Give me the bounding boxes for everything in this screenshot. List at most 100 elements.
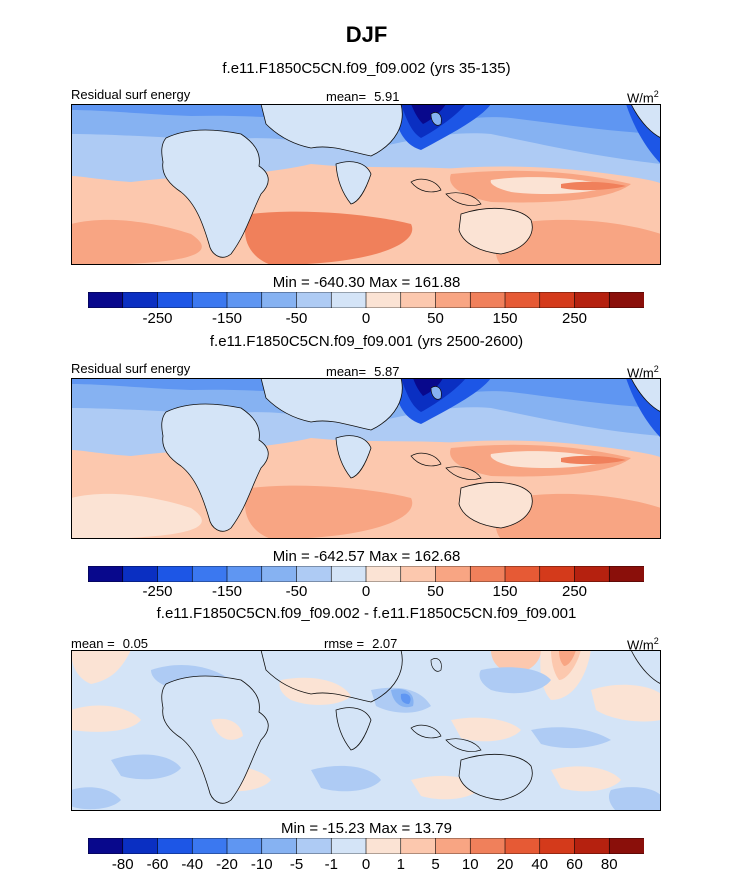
colorbar-tick-label: -10 (250, 856, 273, 873)
colorbar-swatch (365, 292, 402, 308)
panel-2-minmax: Min = -642.57 Max = 162.68 (272, 548, 461, 565)
colorbar-swatch (400, 292, 437, 308)
colorbar-swatch (122, 838, 159, 854)
colorbar-swatch (122, 566, 159, 582)
colorbar-swatch (435, 838, 472, 854)
colorbar-swatch (296, 838, 333, 854)
colorbar-swatch (608, 566, 644, 582)
colorbar-swatch (469, 838, 506, 854)
colorbar-tick-label: -250 (142, 583, 173, 600)
colorbar-swatch (469, 566, 506, 582)
panel-1-mean-label: mean= 5.91 (326, 89, 400, 104)
colorbar-swatch (88, 838, 124, 854)
panel-2-mean-label: mean= 5.87 (326, 364, 400, 379)
panel-3-map (71, 650, 661, 811)
colorbar-tick-label: -1 (324, 856, 338, 873)
colorbar-tick-label: -20 (216, 856, 238, 873)
colorbar-tick-label: -40 (181, 856, 204, 873)
panel-1-colorbar (88, 292, 644, 308)
colorbar-swatch (504, 292, 541, 308)
colorbar-tick-label: 5 (431, 856, 440, 873)
colorbar-swatch (296, 566, 333, 582)
colorbar-tick-label: -50 (285, 583, 308, 600)
panel-1-colorbar-swatches (88, 292, 644, 308)
colorbar-swatch (296, 292, 333, 308)
colorbar-swatch (157, 838, 194, 854)
colorbar-tick-label: 50 (427, 310, 444, 327)
colorbar-tick-label: -80 (111, 856, 134, 873)
colorbar-swatch (574, 292, 611, 308)
colorbar-tick-label: 40 (531, 856, 549, 873)
colorbar-swatch (261, 292, 298, 308)
colorbar-swatch (539, 838, 576, 854)
colorbar-tick-label: 0 (361, 310, 371, 327)
colorbar-tick-label: 80 (600, 856, 618, 873)
colorbar-tick-label: 0 (361, 583, 371, 600)
colorbar-tick-label: 250 (561, 583, 588, 600)
colorbar-swatch (574, 566, 611, 582)
panel-3-units: W/m2 (627, 636, 659, 653)
panel-3-colorbar-swatches (88, 838, 644, 854)
colorbar-swatch (365, 566, 402, 582)
panel-1-subtitle: f.e11.F1850C5CN.f09_f09.002 (yrs 35-135) (222, 60, 511, 77)
colorbar-swatch (330, 292, 367, 308)
panel-2-colorbar-ticks: -250 -150 -50 0 50 150 250 (88, 583, 644, 601)
panel-2-subtitle: f.e11.F1850C5CN.f09_f09.001 (yrs 2500-26… (209, 333, 524, 350)
panel-3-rmse-label: rmse = 2.07 (324, 636, 398, 651)
colorbar-swatch (574, 838, 611, 854)
panel-2-variable-label: Residual surf energy (71, 361, 191, 376)
panel-3-minmax: Min = -15.23 Max = 13.79 (281, 820, 452, 837)
colorbar-tick-label: 10 (461, 856, 479, 873)
colorbar-swatch (157, 566, 194, 582)
colorbar-swatch (191, 566, 228, 582)
colorbar-tick-label: -150 (211, 310, 243, 327)
page-title: DJF (345, 22, 388, 47)
panel-1-variable-label: Residual surf energy (71, 87, 191, 102)
colorbar-swatch (504, 566, 541, 582)
panel-3-colorbar-ticks: -80 -60 -40 -20 -10 -5 -1 0 1 5 10 20 40 60 80 (88, 856, 644, 874)
panel-1-map (71, 104, 661, 265)
colorbar-swatch (191, 292, 228, 308)
colorbar-tick-label: 20 (496, 856, 514, 873)
panel-1-units: W/m2 (627, 89, 659, 106)
colorbar-swatch (226, 292, 263, 308)
colorbar-swatch (122, 292, 159, 308)
colorbar-swatch (261, 566, 298, 582)
colorbar-swatch (226, 566, 263, 582)
colorbar-swatch (330, 566, 367, 582)
panel-2-colorbar (88, 566, 644, 582)
colorbar-tick-label: -250 (142, 310, 173, 327)
colorbar-tick-label: -60 (146, 856, 169, 873)
colorbar-swatch (191, 838, 228, 854)
colorbar-tick-label: 60 (566, 856, 583, 873)
panel-3-colorbar (88, 838, 644, 854)
colorbar-swatch (504, 838, 541, 854)
colorbar-swatch (435, 566, 472, 582)
panel-2-colorbar-swatches (88, 566, 644, 582)
panel-2-units: W/m2 (627, 364, 659, 381)
colorbar-tick-label: 250 (561, 310, 588, 327)
colorbar-swatch (261, 838, 298, 854)
colorbar-swatch (435, 292, 472, 308)
colorbar-swatch (365, 838, 402, 854)
panel-1-minmax: Min = -640.30 Max = 161.88 (272, 274, 461, 291)
panel-3-mean-label: mean = 0.05 (71, 636, 149, 651)
panel-1-colorbar-ticks: -250 -150 -50 0 50 150 250 (88, 310, 644, 328)
colorbar-swatch (400, 838, 437, 854)
colorbar-tick-label: -150 (211, 583, 243, 600)
colorbar-swatch (608, 292, 644, 308)
colorbar-swatch (539, 292, 576, 308)
colorbar-tick-label: 0 (361, 856, 371, 873)
colorbar-swatch (539, 566, 576, 582)
colorbar-swatch (157, 292, 194, 308)
colorbar-swatch (400, 566, 437, 582)
colorbar-swatch (88, 292, 124, 308)
panel-2-map (71, 378, 661, 539)
colorbar-tick-label: -5 (289, 856, 304, 873)
colorbar-swatch (608, 838, 644, 854)
colorbar-swatch (469, 292, 506, 308)
colorbar-swatch (330, 838, 367, 854)
colorbar-swatch (88, 566, 124, 582)
colorbar-tick-label: -50 (285, 310, 308, 327)
colorbar-tick-label: 50 (427, 583, 444, 600)
